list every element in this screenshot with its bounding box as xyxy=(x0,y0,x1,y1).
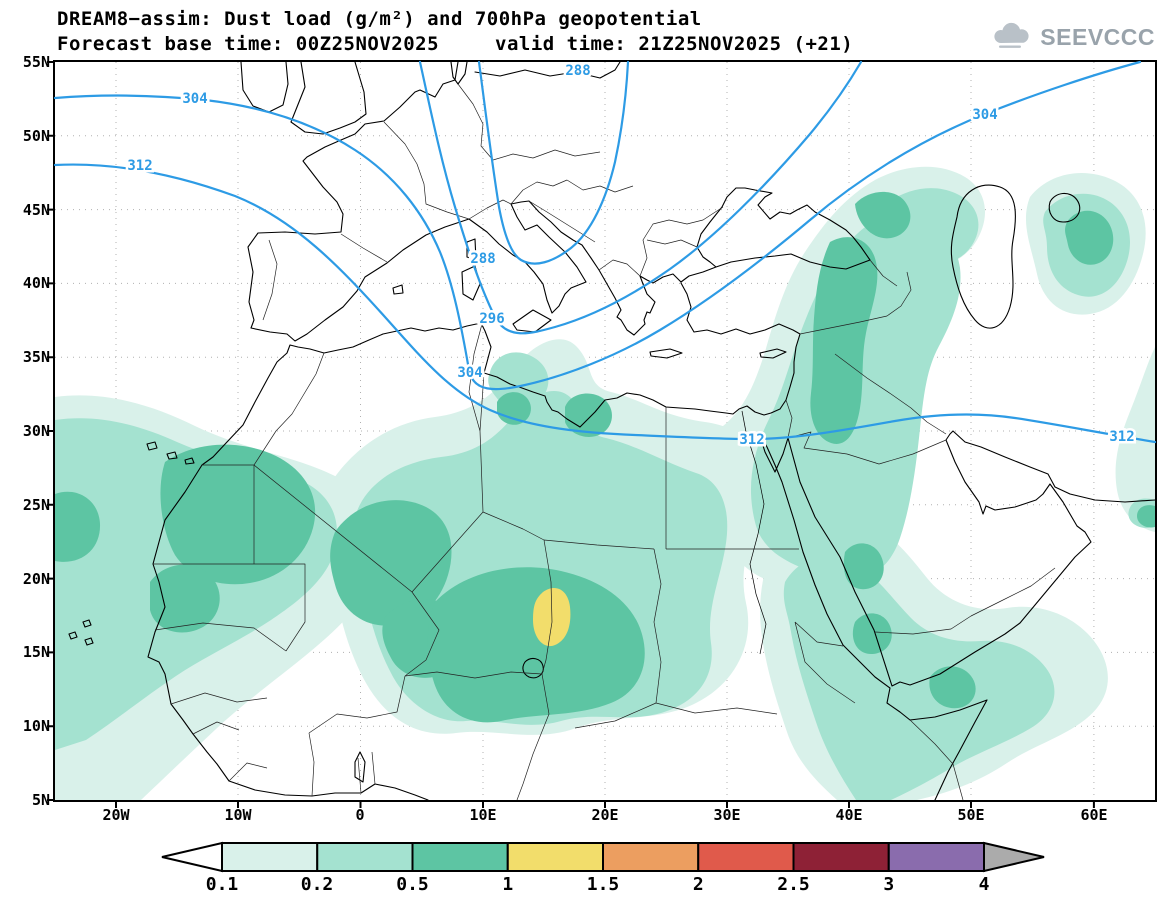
lon-tick-label: 20E xyxy=(591,806,619,824)
colorbar-tick-label: 0.1 xyxy=(205,874,239,895)
valid-time: valid time: 21Z25NOV2025 (+21) xyxy=(495,33,854,55)
lat-tick-label: 40N xyxy=(22,274,50,292)
chart-title: DREAM8−assim: Dust load (g/m²) and 700hP… xyxy=(57,8,702,30)
colorbar-segment xyxy=(316,842,414,872)
contour-label: 304 xyxy=(182,91,207,107)
lake-chad xyxy=(522,657,544,679)
lon-tick-label: 10W xyxy=(224,806,252,824)
colorbar-tick-label: 4 xyxy=(978,874,990,895)
nile-river xyxy=(741,410,767,655)
coastline-redsea-africa xyxy=(758,432,988,801)
colorbar-bar xyxy=(161,841,1045,873)
colorbar-tick-label: 2.5 xyxy=(777,874,810,895)
colorbar-tick-label: 1.5 xyxy=(586,874,620,895)
colorbar-below-arrow xyxy=(161,841,223,873)
colorbar-segment xyxy=(411,842,509,872)
island-britain xyxy=(290,61,367,135)
country-borders xyxy=(153,83,1056,801)
colorbar-segment xyxy=(602,842,700,872)
coastline-europe xyxy=(247,61,871,342)
lon-tick-label: 30E xyxy=(713,806,741,824)
islands-canary xyxy=(146,441,195,465)
contour-label: 304 xyxy=(457,365,482,381)
lat-tick-label: 55N xyxy=(22,53,50,71)
lat-tick-label: 50N xyxy=(22,127,50,145)
island-sardinia xyxy=(461,265,481,301)
lat-tick-label: 35N xyxy=(22,348,50,366)
geopotential-contours xyxy=(53,60,1157,444)
colorbar-segment xyxy=(506,842,604,872)
coastline-aral xyxy=(1048,192,1081,223)
contour-label: 312 xyxy=(739,432,764,448)
contour-label: 288 xyxy=(565,63,590,79)
colorbar-segment xyxy=(221,842,319,872)
coastline-caspian xyxy=(950,184,1016,329)
island-sicily xyxy=(512,309,552,333)
lon-tick-label: 50E xyxy=(957,806,985,824)
contour-312-west xyxy=(53,163,1157,444)
chart-subtitle: Forecast base time: 00Z25NOV2025 valid ti… xyxy=(57,33,853,55)
island-crete xyxy=(649,348,683,359)
island-mallorca xyxy=(392,284,404,295)
colorbar-tick-label: 3 xyxy=(883,874,895,895)
contour-label: 312 xyxy=(1109,429,1134,445)
axis-ticks xyxy=(47,61,1095,808)
coastlines xyxy=(68,61,1156,801)
lon-tick-label: 40E xyxy=(835,806,863,824)
coastline-arabia xyxy=(758,430,1156,687)
lon-tick-label: 60E xyxy=(1080,806,1108,824)
lat-tick-label: 30N xyxy=(22,422,50,440)
lat-tick-label: 15N xyxy=(22,643,50,661)
lake-volta xyxy=(354,751,366,783)
contour-304 xyxy=(53,60,1142,391)
contour-label: 296 xyxy=(479,311,504,327)
colorbar-tick-label: 1 xyxy=(502,874,514,895)
island-ireland xyxy=(240,61,289,113)
forecast-base-time: Forecast base time: 00Z25NOV2025 xyxy=(57,33,440,55)
colorbar-segment xyxy=(697,842,795,872)
seevccc-logo: SEEVCCC xyxy=(991,22,1155,52)
colorbar-above-arrow xyxy=(983,841,1045,873)
map-plot: 304 312 288 288 296 304 312 304 312 xyxy=(47,60,1157,808)
lat-tick-label: 5N xyxy=(31,791,50,809)
island-corsica xyxy=(466,238,477,261)
colorbar-tick-label: 0.5 xyxy=(396,874,429,895)
coastline-baltic xyxy=(474,61,621,79)
colorbar-segment xyxy=(887,842,985,872)
colorbar-segment xyxy=(792,842,890,872)
lat-tick-label: 10N xyxy=(22,717,50,735)
contour-labels: 304 312 288 288 296 304 312 304 312 xyxy=(125,61,1137,451)
map-area: 304 312 288 288 296 304 312 304 312 xyxy=(47,60,1157,808)
colorbar-tick-label: 2 xyxy=(692,874,704,895)
lon-tick-label: 10E xyxy=(469,806,497,824)
island-cyprus xyxy=(759,348,787,359)
colorbar-tick-label: 0.2 xyxy=(300,874,334,895)
lon-tick-label: 20W xyxy=(102,806,130,824)
lat-tick-label: 45N xyxy=(22,201,50,219)
contour-288 xyxy=(477,60,630,265)
lat-tick-label: 25N xyxy=(22,496,50,514)
islands-capeverde xyxy=(68,619,94,646)
lon-tick-label: 0 xyxy=(355,806,365,824)
colorbar-legend xyxy=(160,840,1046,874)
dust-layer-0-5 xyxy=(55,191,1155,723)
coastline-turkey-africa xyxy=(147,282,801,801)
contour-label: 304 xyxy=(972,107,997,123)
cloud-icon xyxy=(994,22,1029,48)
contour-label: 288 xyxy=(470,251,495,267)
rivers xyxy=(741,410,767,655)
contour-296 xyxy=(418,60,863,335)
lat-tick-label: 20N xyxy=(22,570,50,588)
contour-label: 312 xyxy=(127,158,152,174)
logo-text: SEEVCCC xyxy=(1040,23,1155,50)
